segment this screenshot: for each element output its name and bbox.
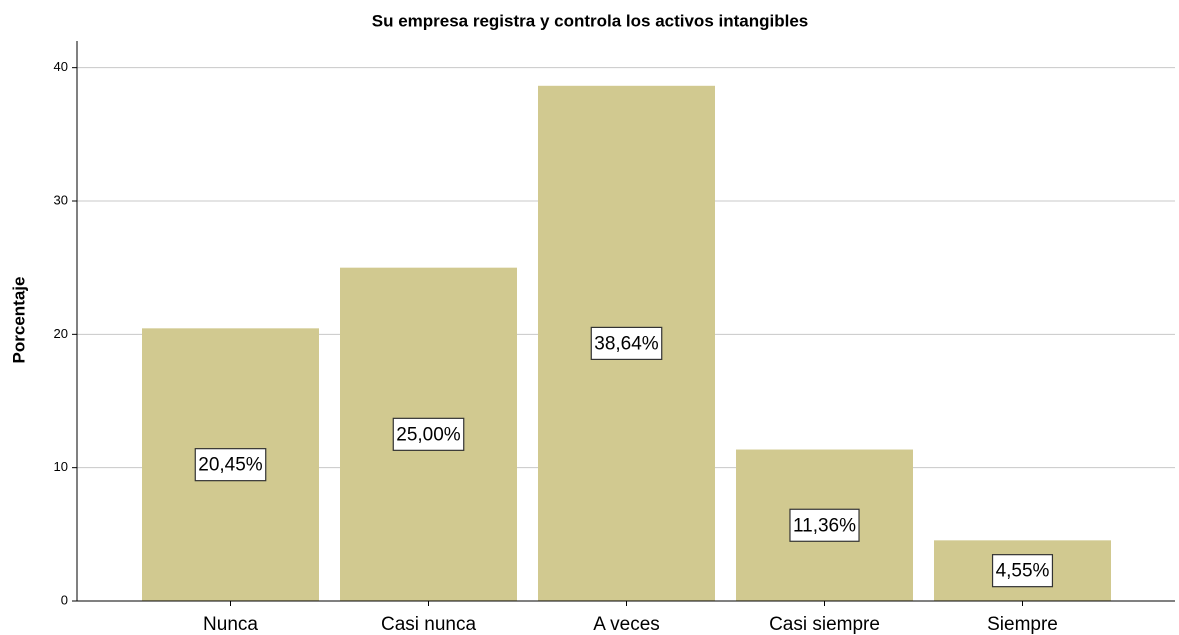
value-label-box: [590, 326, 663, 360]
value-label-box: [789, 508, 860, 542]
x-tick-label: Nunca: [203, 614, 258, 635]
y-tick-label: 20: [54, 326, 68, 341]
value-label-box: [194, 448, 267, 482]
value-label: 20,45%: [198, 455, 263, 476]
y-tick-label: 40: [54, 59, 68, 74]
value-label: 25,00%: [396, 424, 461, 445]
x-tick-label: Casi nunca: [381, 614, 476, 635]
y-tick-label: 30: [54, 192, 68, 207]
value-label-box: [991, 554, 1054, 588]
chart-title: Su empresa registra y controla los activ…: [372, 11, 808, 30]
y-tick-label: 0: [61, 592, 68, 607]
x-tick-label: Casi siempre: [769, 614, 880, 635]
value-label: 11,36%: [793, 515, 856, 536]
value-label: 4,55%: [996, 561, 1050, 582]
x-tick-label: Siempre: [987, 614, 1058, 635]
y-tick-label: 10: [54, 459, 68, 474]
x-tick-label: A veces: [593, 614, 660, 635]
y-axis-label: Porcentaje: [9, 277, 28, 364]
value-label-box: [392, 417, 465, 451]
value-label: 38,64%: [594, 333, 659, 354]
